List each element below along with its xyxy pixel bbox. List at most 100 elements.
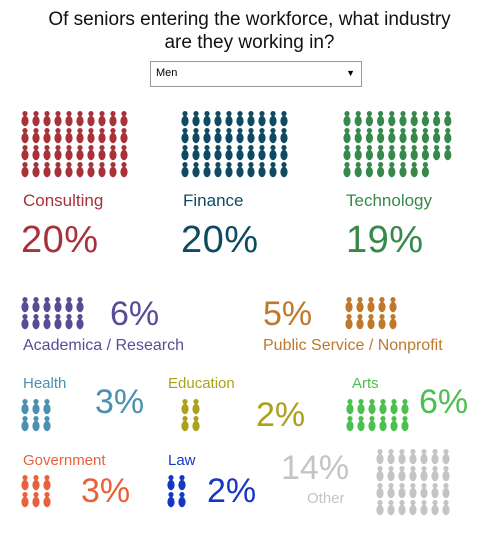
person-icon [76,297,84,313]
person-icon [420,483,428,499]
person-icon [431,483,439,499]
person-icon [120,128,128,144]
person-icon [236,162,244,178]
person-icon [21,145,29,161]
person-icon [433,128,441,144]
person-icon [43,162,51,178]
person-icon [409,500,417,516]
person-icon [420,466,428,482]
person-icon [181,128,189,144]
person-icon [354,145,362,161]
person-icon [247,111,255,127]
person-icon [410,162,418,178]
person-icon [421,145,429,161]
person-icon [357,416,365,432]
person-icon [389,314,397,330]
title-line-2: are they working in? [164,32,335,53]
person-icon [98,111,106,127]
person-icon [32,492,40,508]
person-icon [376,483,384,499]
label-government: Government [23,452,106,469]
person-icon [109,145,117,161]
person-icon [43,128,51,144]
chevron-down-icon: ▼ [346,68,355,78]
person-icon [379,416,387,432]
person-icon [32,475,40,491]
person-icon [431,466,439,482]
person-icon [225,111,233,127]
label-arts: Arts [352,375,379,392]
person-icon [377,111,385,127]
pct-finance: 20% [181,219,259,261]
person-icon [214,145,222,161]
person-icon [390,399,398,415]
label-health: Health [23,375,67,392]
gender-dropdown-value: Men [156,67,178,79]
person-icon [214,111,222,127]
person-icon [32,297,40,313]
person-icon [181,111,189,127]
person-icon [442,449,450,465]
pct-law: 2% [207,472,257,510]
person-icon [247,128,255,144]
person-icon [398,449,406,465]
person-icon [120,145,128,161]
person-icon [367,314,375,330]
person-icon [247,145,255,161]
person-icon [367,297,375,313]
person-icon [65,297,73,313]
label-other: Other [307,490,345,507]
person-icon [387,449,395,465]
person-icon [236,145,244,161]
icon-group-education [181,399,200,432]
person-icon [442,500,450,516]
person-icon [32,128,40,144]
person-icon [21,162,29,178]
person-icon [269,128,277,144]
person-icon [32,399,40,415]
person-icon [192,111,200,127]
person-icon [421,162,429,178]
label-academica: Academica / Research [23,337,184,354]
person-icon [258,145,266,161]
pct-consulting: 20% [21,219,99,261]
person-icon [54,162,62,178]
person-icon [214,128,222,144]
person-icon [345,314,353,330]
person-icon [181,399,189,415]
pct-other: 14% [281,449,350,487]
person-icon [225,145,233,161]
person-icon [43,399,51,415]
person-icon [343,145,351,161]
person-icon [65,128,73,144]
person-icon [280,128,288,144]
person-icon [421,128,429,144]
person-icon [365,162,373,178]
gender-dropdown[interactable]: Men ▼ [150,61,362,87]
pct-public-service: 5% [263,295,313,333]
person-icon [410,111,418,127]
person-icon [387,466,395,482]
person-icon [365,111,373,127]
person-icon [247,162,255,178]
person-icon [192,162,200,178]
label-public-service: Public Service / Nonprofit [263,337,443,354]
person-icon [420,449,428,465]
person-icon [401,416,409,432]
person-icon [87,111,95,127]
icon-group-government [21,475,51,508]
person-icon [388,145,396,161]
pct-government: 3% [81,472,131,510]
person-icon [32,145,40,161]
person-icon [343,111,351,127]
person-icon [181,416,189,432]
person-icon [54,314,62,330]
person-icon [225,162,233,178]
person-icon [192,416,200,432]
person-icon [43,314,51,330]
person-icon [43,475,51,491]
chart-title: Of seniors entering the workforce, what … [0,8,499,54]
person-icon [98,145,106,161]
label-finance: Finance [183,191,244,210]
